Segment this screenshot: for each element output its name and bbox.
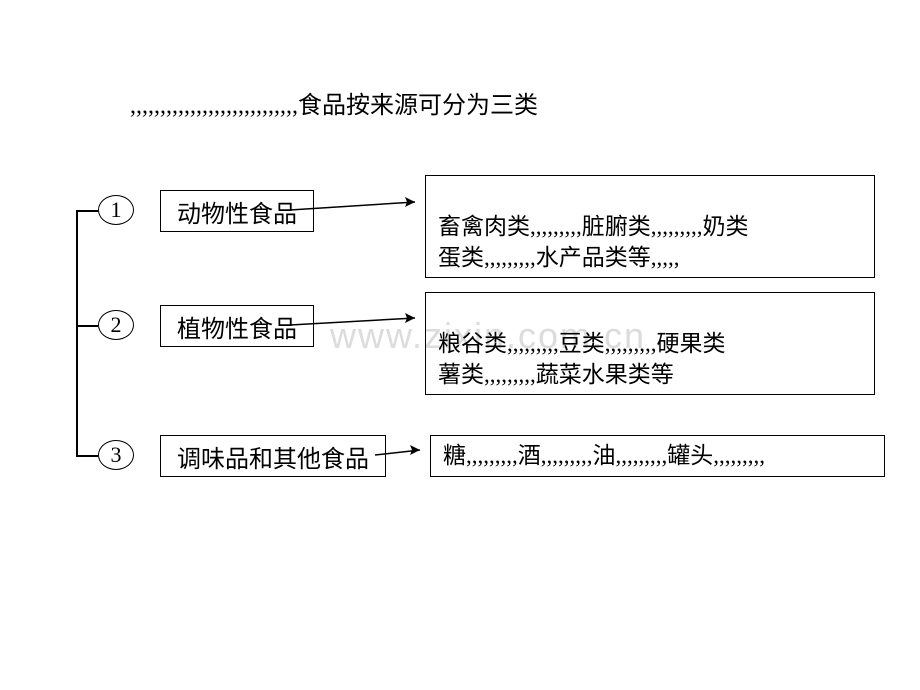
branch-number-2: 2: [98, 310, 134, 340]
category-box-1: 动物性食品: [160, 190, 314, 232]
description-box-2: 粮谷类,,,,,,,,,豆类,,,,,,,,,硬果类 薯类,,,,,,,,,蔬菜…: [425, 292, 875, 395]
category-box-3: 调味品和其他食品: [160, 435, 386, 477]
category-box-2: 植物性食品: [160, 305, 314, 347]
diagram-title: ,,,,,,,,,,,,,,,,,,,,,,,,,,,,食品按来源可分为三类: [130, 85, 538, 120]
number-text-2: 2: [111, 312, 122, 338]
description-text-1: 畜禽肉类,,,,,,,,,脏腑类,,,,,,,,,奶类 蛋类,,,,,,,,,水…: [438, 214, 749, 270]
h-connector-1: [76, 210, 98, 212]
h-connector-2: [76, 325, 98, 327]
category-text-3: 调味品和其他食品: [177, 439, 369, 474]
branch-number-1: 1: [98, 195, 134, 225]
number-text-3: 3: [111, 442, 122, 468]
description-text-3: 糖,,,,,,,,,酒,,,,,,,,,油,,,,,,,,,罐头,,,,,,,,…: [443, 440, 765, 471]
category-text-1: 动物性食品: [177, 194, 297, 229]
h-connector-3: [76, 455, 98, 457]
description-box-3: 糖,,,,,,,,,酒,,,,,,,,,油,,,,,,,,,罐头,,,,,,,,…: [430, 435, 885, 477]
description-text-2: 粮谷类,,,,,,,,,豆类,,,,,,,,,硬果类 薯类,,,,,,,,,蔬菜…: [438, 331, 726, 387]
tree-vertical-connector: [76, 210, 78, 455]
description-box-1: 畜禽肉类,,,,,,,,,脏腑类,,,,,,,,,奶类 蛋类,,,,,,,,,水…: [425, 175, 875, 278]
number-text-1: 1: [111, 197, 122, 223]
category-text-2: 植物性食品: [177, 309, 297, 344]
branch-number-3: 3: [98, 440, 134, 470]
